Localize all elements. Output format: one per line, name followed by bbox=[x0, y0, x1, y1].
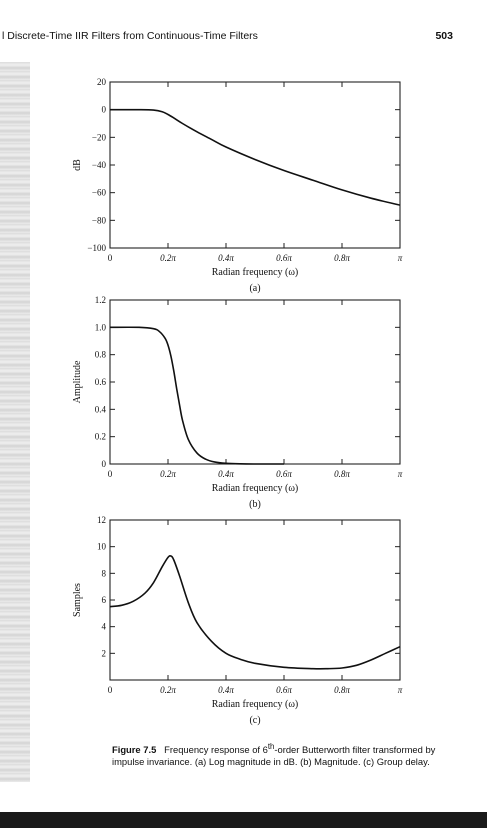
y-tick-label: −100 bbox=[87, 243, 106, 253]
y-axis-label: dB bbox=[72, 159, 83, 171]
subplot-label: (c) bbox=[249, 715, 260, 726]
y-tick-label: 1.0 bbox=[95, 322, 107, 332]
y-tick-label: 0.4 bbox=[95, 404, 107, 414]
section-title: l Discrete-Time IIR Filters from Continu… bbox=[2, 30, 258, 42]
y-tick-label: 0.2 bbox=[95, 432, 106, 442]
axes-frame bbox=[109, 81, 401, 249]
y-tick-label: −60 bbox=[92, 188, 107, 198]
x-tick-label: 0.8π bbox=[334, 469, 350, 479]
axes-frame bbox=[109, 519, 401, 681]
y-tick-label: 0 bbox=[102, 105, 107, 115]
x-tick-label: 0 bbox=[108, 253, 113, 263]
y-axis-label: Samples bbox=[72, 583, 83, 617]
y-tick-label: 10 bbox=[97, 542, 107, 552]
plot-b-magnitude: 0 0.2π 0.4π 0.6π 0.8π π 0 0.2 0.4 0.6 0.8 1.0 1.2 Amp… bbox=[60, 290, 420, 514]
x-tick-label: 0.2π bbox=[160, 253, 176, 263]
x-tick-label: 0.2π bbox=[160, 469, 176, 479]
x-tick-label: 0 bbox=[108, 469, 113, 479]
y-tick-label: 0.6 bbox=[95, 377, 107, 387]
figure-caption: Figure 7.5 Frequency response of 6th-ord… bbox=[112, 741, 442, 767]
x-axis-label: Radian frequency (ω) bbox=[212, 699, 299, 710]
plot-c-group-delay: 0 0.2π 0.4π 0.6π 0.8π π 2 4 6 8 10 12 Samples Radian … bbox=[60, 512, 420, 732]
running-head: l Discrete-Time IIR Filters from Continu… bbox=[0, 30, 487, 46]
subplot-label: (a) bbox=[249, 283, 260, 294]
y-tick-label: −80 bbox=[92, 215, 107, 225]
y-tick-label: 0.8 bbox=[95, 350, 107, 360]
x-axis-label: Radian frequency (ω) bbox=[212, 267, 299, 278]
y-tick-label: 2 bbox=[102, 648, 107, 658]
caption-text-end: -order Butterworth filter transformed by… bbox=[112, 744, 436, 767]
x-axis-label: Radian frequency (ω) bbox=[212, 483, 299, 494]
scanned-margin-artifact bbox=[0, 62, 30, 782]
x-tick-label: 0.8π bbox=[334, 253, 350, 263]
caption-text-start: Frequency response of 6 bbox=[164, 744, 268, 756]
plot-a-log-magnitude: 0 0.2π 0.4π 0.6π 0.8π π 20 0 −20 −40 −60 −80 −100 dB R… bbox=[60, 68, 420, 296]
caption-superscript: th bbox=[267, 742, 275, 751]
series-line bbox=[109, 554, 401, 670]
y-tick-label: −20 bbox=[92, 132, 107, 142]
y-tick-label: 8 bbox=[102, 568, 107, 578]
x-tick-label: 0.4π bbox=[218, 685, 234, 695]
page-number: 503 bbox=[435, 30, 453, 42]
y-tick-label: −40 bbox=[92, 160, 107, 170]
x-tick-label: 0.6π bbox=[276, 469, 292, 479]
axes-frame bbox=[109, 299, 401, 465]
series-line bbox=[109, 108, 401, 206]
x-tick-label: 0 bbox=[108, 685, 113, 695]
y-tick-label: 12 bbox=[97, 515, 106, 525]
y-tick-label: 6 bbox=[102, 595, 107, 605]
scan-bottom-edge bbox=[0, 812, 487, 828]
x-tick-label: 0.8π bbox=[334, 685, 350, 695]
y-tick-label: 1.2 bbox=[95, 295, 106, 305]
x-tick-label: 0.6π bbox=[276, 253, 292, 263]
y-tick-label: 0 bbox=[102, 459, 107, 469]
series-line bbox=[109, 326, 285, 465]
x-tick-label: π bbox=[398, 685, 403, 695]
plot-a-svg: 0 0.2π 0.4π 0.6π 0.8π π 20 0 −20 −40 −60 −80 −100 dB R… bbox=[72, 77, 403, 294]
x-tick-label: 0.4π bbox=[218, 253, 234, 263]
plot-c-svg: 0 0.2π 0.4π 0.6π 0.8π π 2 4 6 8 10 12 Samples Radian … bbox=[72, 515, 403, 726]
x-tick-label: π bbox=[398, 253, 403, 263]
x-tick-label: 0.2π bbox=[160, 685, 176, 695]
plot-b-svg: 0 0.2π 0.4π 0.6π 0.8π π 0 0.2 0.4 0.6 0.8 1.0 1.2 Amp… bbox=[72, 295, 403, 510]
y-tick-label: 4 bbox=[102, 622, 107, 632]
subplot-label: (b) bbox=[249, 499, 261, 510]
x-tick-label: π bbox=[398, 469, 403, 479]
y-tick-label: 20 bbox=[97, 77, 107, 87]
x-tick-label: 0.4π bbox=[218, 469, 234, 479]
y-axis-label: Amplitude bbox=[72, 360, 83, 403]
figure-label: Figure 7.5 bbox=[112, 744, 157, 756]
x-tick-label: 0.6π bbox=[276, 685, 292, 695]
